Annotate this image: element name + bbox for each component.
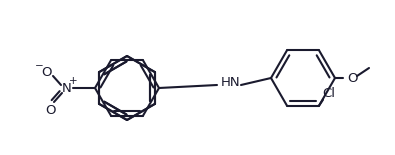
Text: O: O (42, 66, 52, 78)
Text: +: + (69, 76, 77, 86)
Text: −: − (35, 61, 43, 71)
Text: O: O (46, 104, 56, 117)
Text: N: N (62, 82, 72, 95)
Text: O: O (348, 71, 358, 84)
Text: Cl: Cl (322, 87, 335, 100)
Text: HN: HN (221, 77, 241, 89)
